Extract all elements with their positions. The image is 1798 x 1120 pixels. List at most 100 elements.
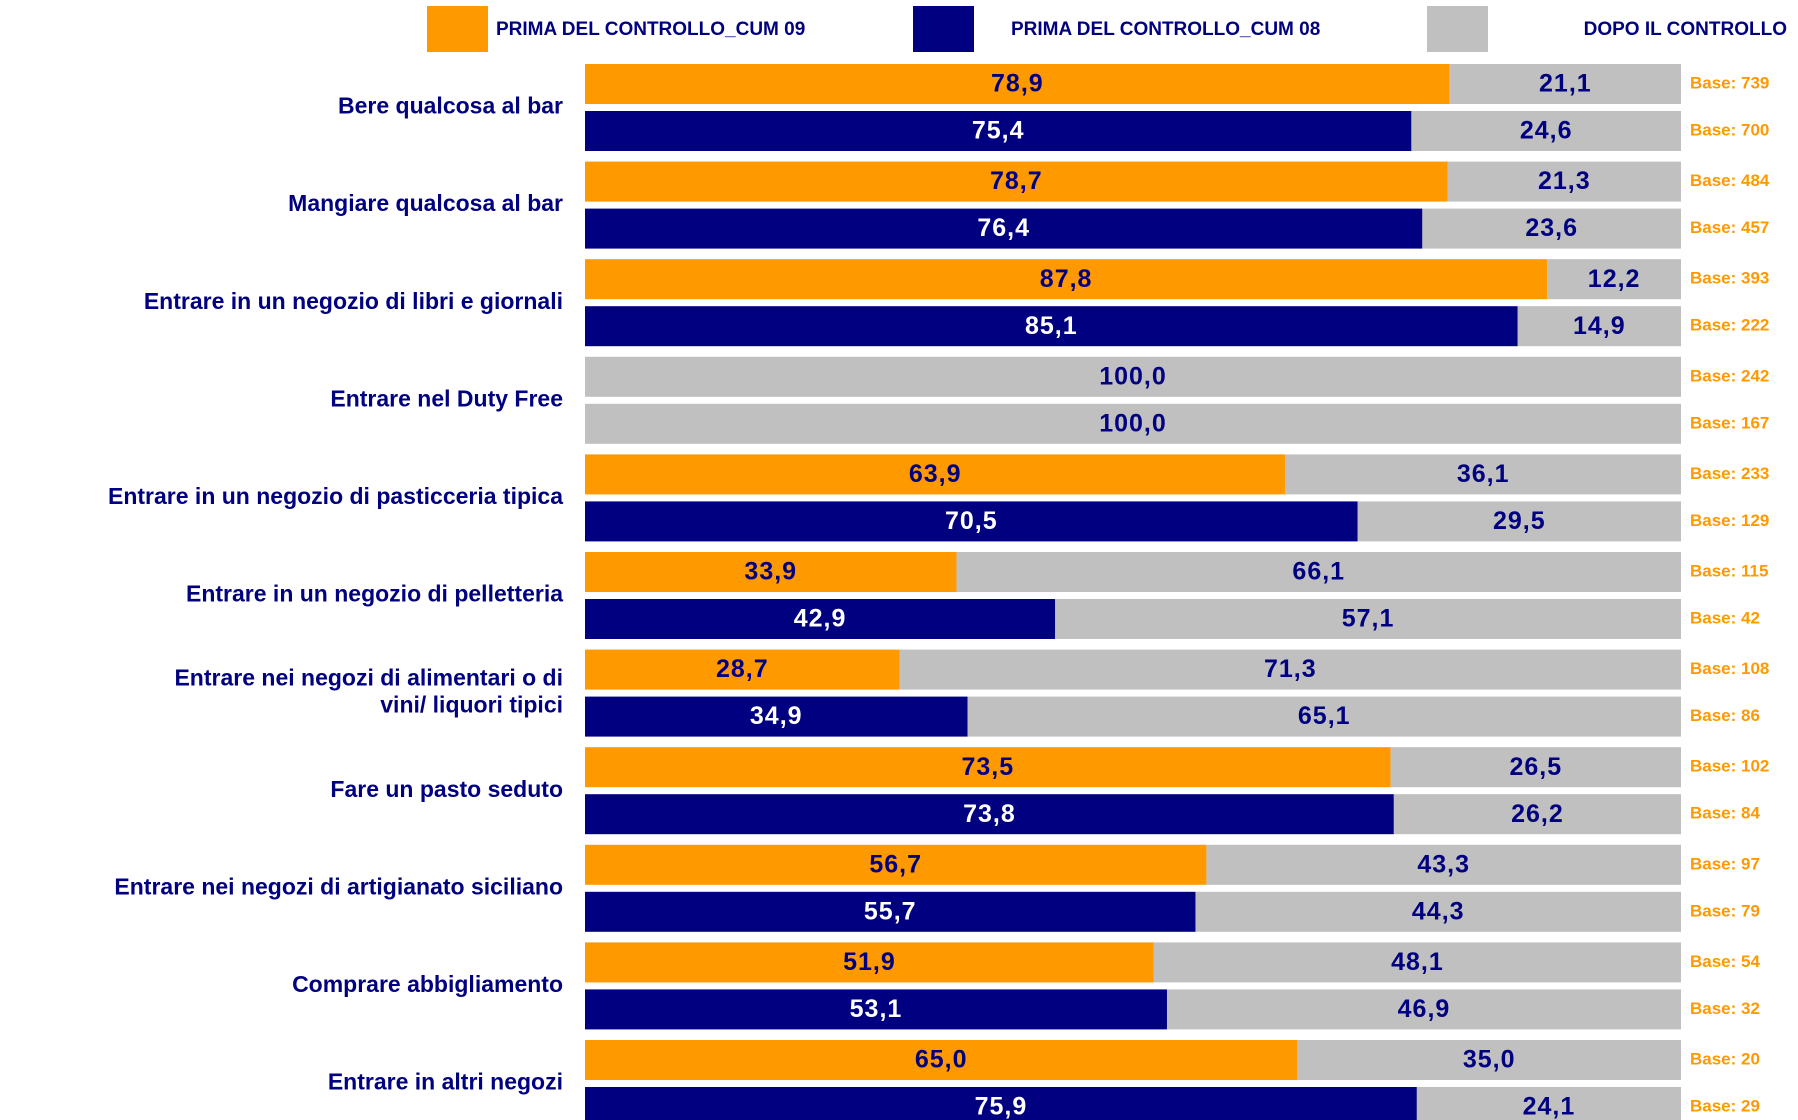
bar-segment	[1422, 208, 1681, 249]
value-label: 51,9	[843, 948, 896, 976]
category-label: Entrare in altri negozi	[328, 1069, 563, 1095]
bar-segment	[1357, 501, 1681, 542]
value-label: 75,9	[975, 1093, 1028, 1120]
base-label: Base: 79	[1690, 901, 1760, 920]
bar-segment	[1166, 989, 1681, 1030]
value-label: 78,7	[990, 167, 1043, 195]
base-label: Base: 102	[1690, 757, 1769, 776]
bar-segment	[1416, 1087, 1681, 1120]
legend-swatch	[427, 6, 488, 52]
bar-segment	[1393, 794, 1681, 835]
base-label: Base: 484	[1690, 171, 1770, 190]
bar-segment	[585, 794, 1394, 835]
value-label: 46,9	[1398, 995, 1451, 1023]
base-label: Base: 167	[1690, 413, 1769, 432]
legend-label: DOPO IL CONTROLLO	[1584, 19, 1787, 40]
base-label: Base: 86	[1690, 706, 1760, 725]
bar-segment	[585, 942, 1154, 983]
base-label: Base: 393	[1690, 269, 1769, 288]
base-label: Base: 54	[1690, 952, 1760, 971]
bar-segment	[585, 208, 1423, 249]
base-label: Base: 242	[1690, 366, 1769, 385]
value-label: 70,5	[945, 507, 998, 535]
value-label: 28,7	[716, 655, 769, 683]
bar-segment	[1153, 942, 1681, 983]
bar-segment	[585, 259, 1548, 300]
value-label: 85,1	[1025, 312, 1078, 340]
bar-segment	[967, 696, 1681, 737]
base-label: Base: 32	[1690, 999, 1760, 1018]
base-label: Base: 84	[1690, 804, 1760, 823]
value-label: 43,3	[1417, 850, 1470, 878]
base-label: Base: 700	[1690, 120, 1769, 139]
bar-segment	[1447, 161, 1681, 202]
bar-segment	[585, 891, 1196, 932]
base-label: Base: 457	[1690, 218, 1769, 237]
bar-segment	[585, 111, 1412, 151]
base-label: Base: 115	[1690, 561, 1768, 580]
bar-segment	[956, 552, 1681, 592]
bar-segment	[585, 696, 968, 737]
value-label: 33,9	[744, 558, 797, 586]
base-label: Base: 29	[1690, 1096, 1760, 1115]
bar-segment	[585, 161, 1448, 202]
bar-segment	[585, 64, 1450, 104]
value-label: 21,1	[1539, 70, 1592, 98]
value-label: 87,8	[1040, 265, 1093, 293]
value-label: 55,7	[864, 897, 917, 925]
value-label: 42,9	[794, 605, 847, 633]
value-label: 23,6	[1525, 214, 1578, 242]
value-label: 78,9	[991, 70, 1044, 98]
value-label: 48,1	[1391, 948, 1444, 976]
value-label: 75,4	[972, 117, 1025, 145]
value-label: 65,1	[1298, 702, 1351, 730]
bar-segment	[585, 844, 1207, 885]
bar-segment	[899, 649, 1681, 690]
category-label: Entrare nei negozi di artigianato sicili…	[114, 873, 563, 899]
value-label: 24,6	[1520, 117, 1573, 145]
value-label: 65,0	[915, 1046, 968, 1074]
category-label: Comprare abbigliamento	[292, 971, 563, 997]
category-label: Entrare nel Duty Free	[330, 385, 563, 411]
base-label: Base: 222	[1690, 316, 1769, 335]
value-label: 71,3	[1264, 655, 1317, 683]
value-label: 35,0	[1463, 1046, 1516, 1074]
bar-segment	[585, 501, 1358, 542]
legend-label: PRIMA DEL CONTROLLO_CUM 08	[1011, 19, 1320, 40]
value-label: 56,7	[869, 850, 922, 878]
value-label: 63,9	[909, 460, 962, 488]
value-label: 100,0	[1099, 409, 1167, 437]
bar-segment	[1055, 599, 1681, 639]
bar-segment	[585, 306, 1518, 347]
bar-segment	[585, 649, 900, 690]
category-label: Fare un pasto seduto	[330, 776, 563, 802]
value-label: 29,5	[1493, 507, 1546, 535]
legend-swatch	[913, 6, 974, 52]
value-label: 34,9	[750, 702, 803, 730]
legend-swatch	[1427, 6, 1488, 52]
base-label: Base: 739	[1690, 73, 1769, 92]
base-label: Base: 20	[1690, 1049, 1760, 1068]
bar-segment	[1390, 747, 1681, 788]
value-label: 26,5	[1509, 753, 1562, 781]
bar-segment	[585, 747, 1391, 788]
bar-segment	[1195, 891, 1681, 932]
base-label: Base: 129	[1690, 511, 1769, 530]
value-label: 26,2	[1511, 800, 1564, 828]
category-label: Entrare in un negozio di pasticceria tip…	[108, 483, 563, 509]
bar-segment	[1297, 1040, 1681, 1080]
value-label: 12,2	[1588, 265, 1641, 293]
value-label: 14,9	[1573, 312, 1626, 340]
value-label: 21,3	[1538, 167, 1591, 195]
value-label: 73,8	[963, 800, 1016, 828]
bar-segment	[1449, 64, 1681, 104]
bar-segment	[1206, 844, 1681, 885]
bar-segment	[585, 454, 1286, 495]
value-label: 73,5	[961, 753, 1014, 781]
bar-segment	[1285, 454, 1681, 495]
value-label: 66,1	[1292, 558, 1345, 586]
bar-segment	[585, 599, 1056, 639]
bar-segment	[585, 989, 1167, 1030]
category-label: Entrare in un negozio di pelletteria	[186, 581, 563, 607]
